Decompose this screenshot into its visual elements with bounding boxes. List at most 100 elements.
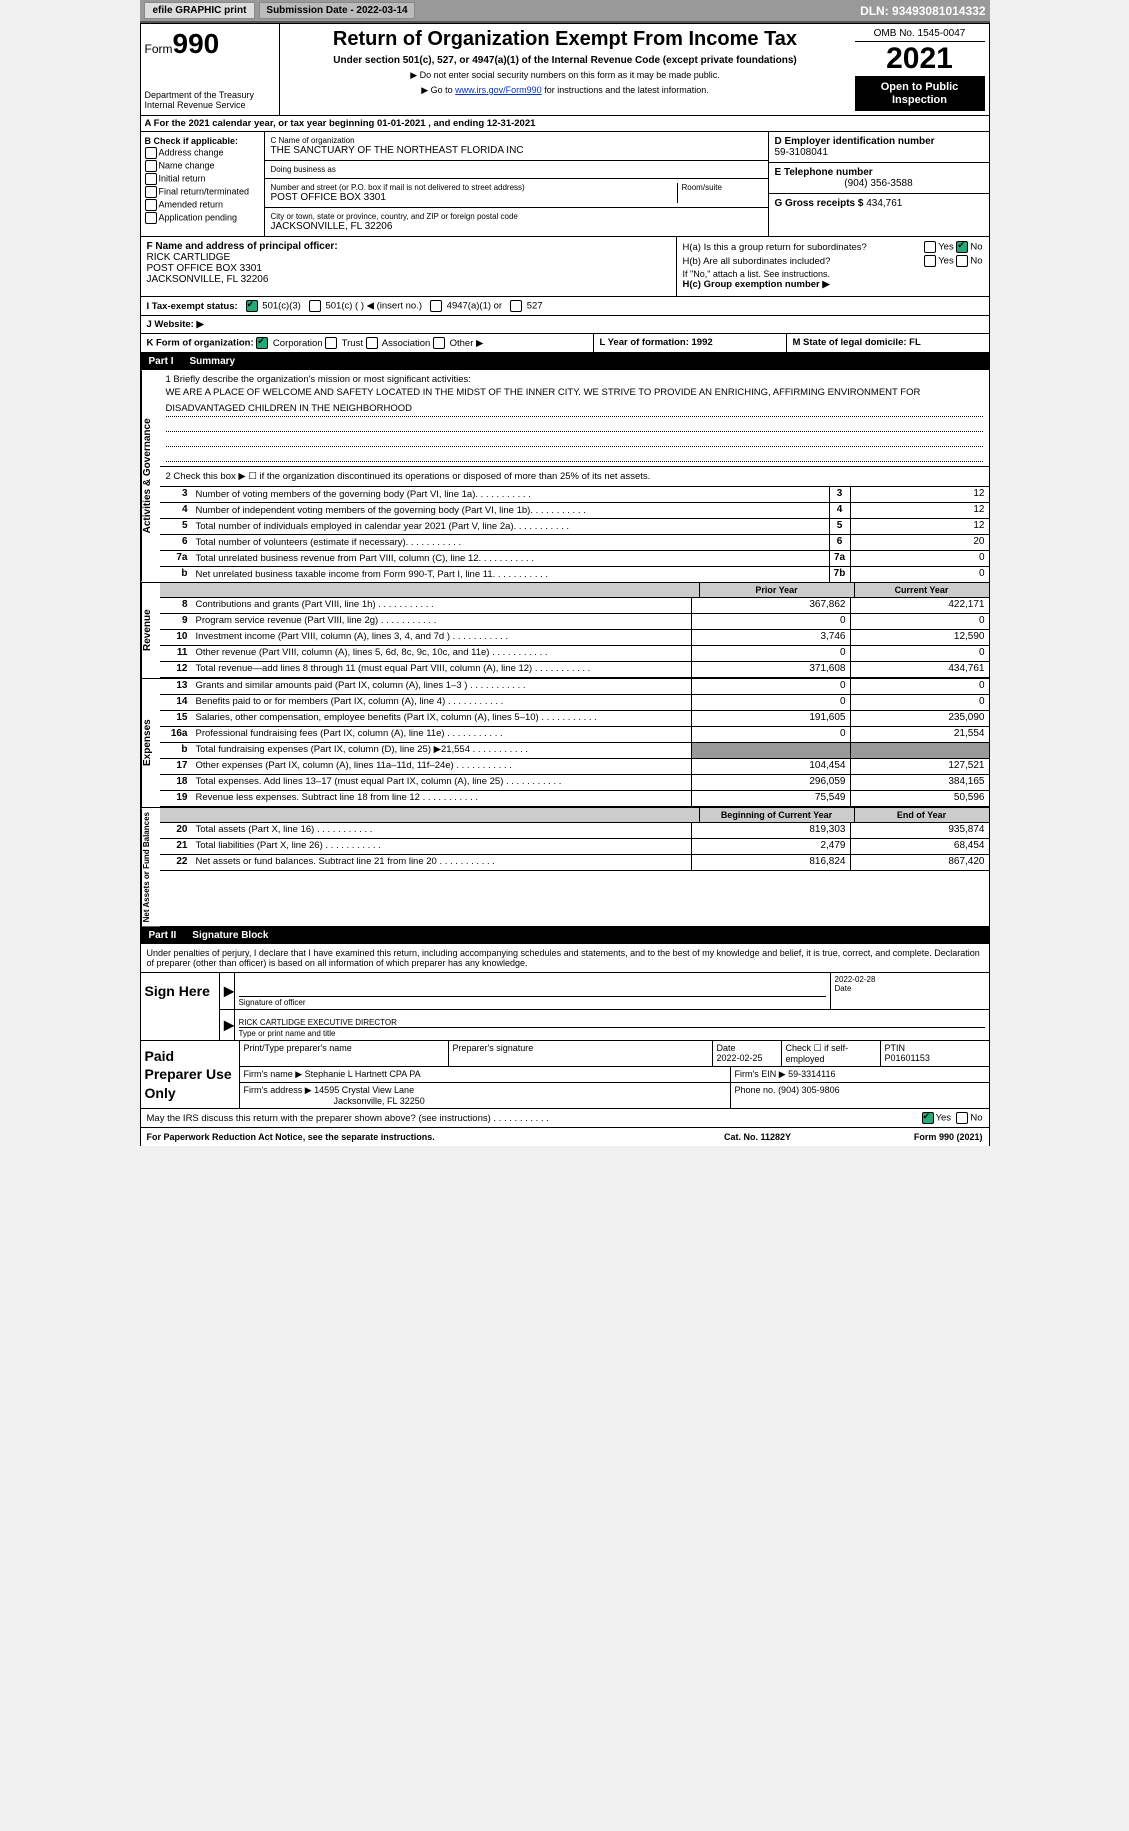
rev-col-headers: Prior Year Current Year (160, 583, 989, 598)
exp-line-13: 13Grants and similar amounts paid (Part … (160, 679, 989, 695)
cb-address-change[interactable]: Address change (157, 147, 260, 159)
section-revenue: Revenue Prior Year Current Year 8Contrib… (140, 583, 990, 679)
net-line-20: 20Total assets (Part X, line 16) 819,303… (160, 823, 989, 839)
exp-line-14: 14Benefits paid to or for members (Part … (160, 695, 989, 711)
line-klm: K Form of organization: Corporation Trus… (140, 334, 990, 353)
telephone: (904) 356-3588 (775, 178, 983, 189)
box-d: D Employer identification number 59-3108… (768, 132, 989, 236)
gov-line-3: 3Number of voting members of the governi… (160, 487, 989, 503)
form-subtitle: Under section 501(c), 527, or 4947(a)(1)… (288, 55, 843, 66)
cb-app-pending[interactable]: Application pending (157, 212, 260, 224)
sign-here: Sign Here Signature of officer 2022-02-2… (140, 972, 990, 1041)
officer-name: RICK CARTLIDGE (147, 252, 670, 263)
officer-name-title: RICK CARTLIDGE EXECUTIVE DIRECTOR Type o… (235, 1010, 989, 1040)
prep-self-emp[interactable]: Check ☐ if self-employed (782, 1041, 881, 1066)
ein: 59-3108041 (775, 147, 983, 158)
gov-line-b: bNet unrelated business taxable income f… (160, 567, 989, 582)
open-inspection: Open to Public Inspection (855, 77, 985, 111)
form-header: Form990 Department of the Treasury Inter… (140, 23, 990, 116)
part2-bar: Part II Signature Block (140, 927, 990, 944)
penalties-text: Under penalties of perjury, I declare th… (140, 944, 990, 972)
section-net-assets: Net Assets or Fund Balances Beginning of… (140, 808, 990, 927)
row-a-period: A For the 2021 calendar year, or tax yea… (140, 116, 990, 132)
ha-no[interactable]: No (956, 241, 982, 253)
cb-trust[interactable]: Trust (325, 338, 363, 349)
net-col-headers: Beginning of Current Year End of Year (160, 808, 989, 823)
dln: DLN: 93493081014332 (860, 4, 985, 18)
section-expenses: Expenses 13Grants and similar amounts pa… (140, 679, 990, 808)
note-ssn: ▶ Do not enter social security numbers o… (288, 70, 843, 81)
prep-date: Date2022-02-25 (713, 1041, 782, 1066)
cb-4947[interactable]: 4947(a)(1) or (430, 300, 502, 312)
side-revenue: Revenue (141, 583, 160, 678)
efile-print-button[interactable]: efile GRAPHIC print (144, 2, 256, 19)
box-h: H(a) Is this a group return for subordin… (677, 237, 989, 296)
officer-signature[interactable]: Signature of officer (235, 973, 830, 1009)
hb-no[interactable]: No (956, 255, 982, 267)
tax-year: 2021 (855, 42, 985, 77)
year-formation: L Year of formation: 1992 (594, 334, 787, 352)
ha-yes[interactable]: Yes (924, 241, 954, 253)
exp-line-19: 19Revenue less expenses. Subtract line 1… (160, 791, 989, 807)
side-governance: Activities & Governance (141, 370, 160, 581)
street: POST OFFICE BOX 3301 (271, 192, 673, 203)
side-net: Net Assets or Fund Balances (141, 808, 160, 926)
section-fh: F Name and address of principal officer:… (140, 237, 990, 297)
cb-final-return[interactable]: Final return/terminated (157, 186, 260, 198)
paid-preparer: Paid Preparer Use Only Print/Type prepar… (140, 1041, 990, 1109)
part1-bar: Part I Summary (140, 353, 990, 370)
firm-name: Firm's name ▶ Stephanie L Hartnett CPA P… (240, 1067, 731, 1082)
line-j: J Website: ▶ (140, 316, 990, 334)
form-title: Return of Organization Exempt From Incom… (288, 28, 843, 51)
discuss-yes[interactable]: Yes (922, 1112, 952, 1124)
cb-corp[interactable]: Corporation (256, 338, 322, 349)
cb-other[interactable]: Other ▶ (433, 338, 483, 349)
cb-501c3[interactable]: 501(c)(3) (246, 300, 301, 312)
cb-name-change[interactable]: Name change (157, 160, 260, 172)
cb-amended[interactable]: Amended return (157, 199, 260, 211)
rev-line-12: 12Total revenue—add lines 8 through 11 (… (160, 662, 989, 678)
exp-line-16a: 16aProfessional fundraising fees (Part I… (160, 727, 989, 743)
submission-date: Submission Date - 2022-03-14 (259, 2, 414, 19)
prep-sig-lbl: Preparer's signature (449, 1041, 713, 1066)
cb-527[interactable]: 527 (510, 300, 543, 312)
gov-line-6: 6Total number of volunteers (estimate if… (160, 535, 989, 551)
page-footer: For Paperwork Reduction Act Notice, see … (140, 1128, 990, 1146)
discuss-line: May the IRS discuss this return with the… (140, 1109, 990, 1128)
net-line-22: 22Net assets or fund balances. Subtract … (160, 855, 989, 871)
name-arrow-icon (220, 1010, 235, 1040)
city-state-zip: JACKSONVILLE, FL 32206 (271, 221, 762, 232)
rev-line-10: 10Investment income (Part VIII, column (… (160, 630, 989, 646)
rev-line-9: 9Program service revenue (Part VIII, lin… (160, 614, 989, 630)
line-2: 2 Check this box ▶ ☐ if the organization… (160, 467, 989, 487)
note-link: ▶ Go to www.irs.gov/Form990 for instruct… (288, 85, 843, 96)
dept-treasury: Department of the Treasury Internal Reve… (145, 90, 275, 110)
exp-line-18: 18Total expenses. Add lines 13–17 (must … (160, 775, 989, 791)
side-expenses: Expenses (141, 679, 160, 807)
gov-line-5: 5Total number of individuals employed in… (160, 519, 989, 535)
prep-ptin: PTINP01601153 (881, 1041, 989, 1066)
firm-ein: Firm's EIN ▶ 59-3314116 (731, 1067, 989, 1082)
form-number: Form990 (145, 28, 275, 60)
hb-yes[interactable]: Yes (924, 255, 954, 267)
line-i: I Tax-exempt status: 501(c)(3) 501(c) ( … (140, 297, 990, 316)
rev-line-11: 11Other revenue (Part VIII, column (A), … (160, 646, 989, 662)
gov-line-4: 4Number of independent voting members of… (160, 503, 989, 519)
gross-receipts: 434,761 (866, 198, 902, 209)
state-domicile: M State of legal domicile: FL (787, 334, 989, 352)
box-f: F Name and address of principal officer:… (141, 237, 677, 296)
discuss-no[interactable]: No (956, 1112, 982, 1124)
section-governance: Activities & Governance 1 Briefly descri… (140, 370, 990, 582)
section-bcd: B Check if applicable: Address change Na… (140, 132, 990, 237)
box-c: C Name of organization THE SANCTUARY OF … (265, 132, 768, 236)
cb-501c[interactable]: 501(c) ( ) ◀ (insert no.) (309, 300, 422, 312)
mission-block: 1 Briefly describe the organization's mi… (160, 370, 989, 466)
irs-link[interactable]: www.irs.gov/Form990 (455, 85, 542, 95)
cb-assoc[interactable]: Association (366, 338, 431, 349)
cb-initial-return[interactable]: Initial return (157, 173, 260, 185)
exp-line-b: bTotal fundraising expenses (Part IX, co… (160, 743, 989, 759)
firm-address: Firm's address ▶ 14595 Crystal View Lane… (240, 1083, 731, 1108)
org-name: THE SANCTUARY OF THE NORTHEAST FLORIDA I… (271, 145, 762, 156)
omb-number: OMB No. 1545-0047 (855, 28, 985, 42)
prep-name-lbl: Print/Type preparer's name (240, 1041, 449, 1066)
